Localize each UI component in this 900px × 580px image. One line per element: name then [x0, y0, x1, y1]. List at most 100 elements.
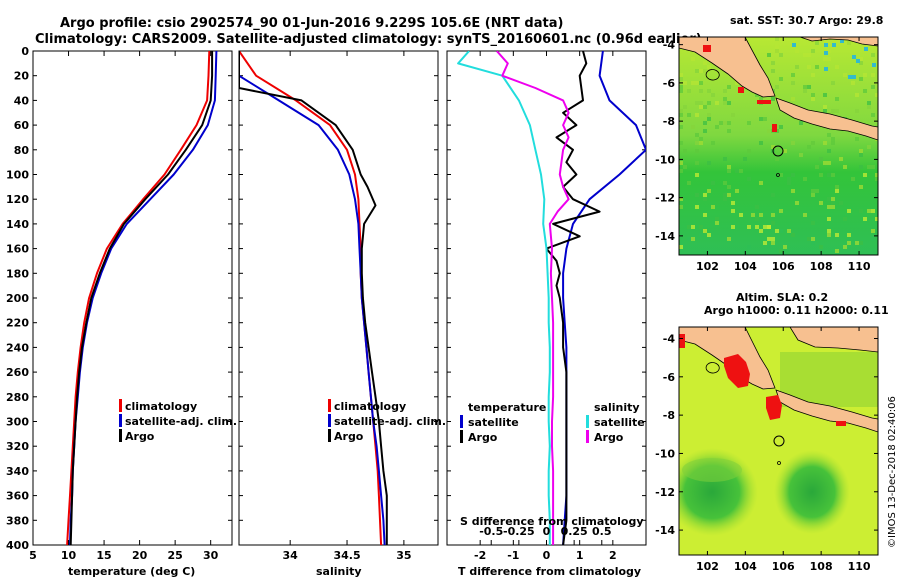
sst-pixel: [735, 189, 739, 193]
sst-pixel: [855, 109, 859, 113]
legend-climatology-label: climatology: [125, 400, 197, 413]
sst-pixel: [859, 153, 863, 157]
sst-pixel: [763, 117, 767, 121]
sla-high: [679, 334, 685, 348]
sst-pixel: [695, 205, 699, 209]
sst-pixel: [691, 125, 695, 129]
sst-pixel: [827, 41, 831, 45]
temperature-legend: climatology satellite-adj. clim. Argo: [119, 399, 237, 443]
sst-pixel: [779, 53, 783, 57]
sst-pixel: [711, 205, 715, 209]
borneo-land: [789, 327, 878, 353]
y-tick-label: 160: [6, 243, 29, 256]
sst-pixel: [847, 241, 851, 245]
x-tick-label: 20: [132, 549, 148, 562]
sst-pixel: [843, 217, 847, 221]
legend-argo-swatch: [328, 429, 331, 442]
sst-pixel: [723, 197, 727, 201]
sst-pixel: [807, 65, 811, 69]
sla-map-title: Altim. SLA: 0.2: [736, 291, 828, 304]
y-tick-label: 300: [6, 416, 29, 429]
sst-contour: [705, 69, 720, 81]
sst-pixel: [695, 193, 699, 197]
sst-hotspot: [738, 87, 744, 93]
map-y-label: -6: [663, 77, 676, 90]
sst-pixel: [871, 85, 875, 89]
map-y-label: -12: [655, 486, 675, 499]
legend-t-satellite-label: satellite: [468, 416, 519, 429]
sst-pixel: [827, 217, 831, 221]
map-x-label: 108: [810, 560, 833, 573]
map-y-label: -14: [655, 524, 675, 537]
sst-pixel: [863, 217, 867, 221]
argo-float-marker: [773, 435, 785, 447]
sst-pixel: [679, 245, 683, 249]
sst-pixel: [835, 233, 839, 237]
y-tick-label: 100: [6, 169, 29, 182]
sst-pixel: [847, 233, 851, 237]
sst-pixel: [731, 225, 735, 229]
sst-pixel: [727, 185, 731, 189]
legend-climatology-label: climatology: [334, 400, 406, 413]
sst-pixel: [699, 101, 703, 105]
series-line-argo: [69, 51, 214, 545]
sst-pixel: [723, 181, 727, 185]
sla-map-subtitle: Argo h1000: 0.11 h2000: 0.11: [704, 304, 889, 317]
title-line1: Argo profile: csio 2902574_90 01-Jun-201…: [60, 16, 563, 31]
sst-pixel: [811, 237, 815, 241]
sst-pixel: [875, 93, 878, 97]
sst-pixel: [831, 205, 835, 209]
y-tick-label: 220: [6, 317, 29, 330]
y-tick-label: 400: [6, 539, 29, 552]
sst-pixel: [715, 101, 719, 105]
sst-pixel: [767, 225, 771, 229]
sst-pixel: [683, 149, 687, 153]
sst-pixel: [699, 141, 703, 145]
timestamp: ©IMOS 13-Dec-2018 02:40:06: [887, 396, 898, 548]
sst-pixel: [707, 117, 711, 121]
sst-pixel: [791, 97, 795, 101]
sst-pixel: [815, 189, 819, 193]
temperature-xlabel: temperature (deg C): [68, 565, 195, 578]
temperature-lines: [66, 51, 218, 545]
sst-pixel: [835, 249, 839, 253]
sst-pixel: [695, 133, 699, 137]
sst-pixel: [695, 141, 699, 145]
sst-pixel: [827, 49, 831, 53]
legend-satellite-label: satellite-adj. clim.: [334, 415, 446, 428]
sla-map-axes: 102 104 106 108 110 -4 -6 -8 -10 -12 -14: [655, 327, 878, 573]
sst-pixel: [811, 93, 815, 97]
series-line-t-argo: [545, 51, 601, 545]
sst-pixel: [827, 229, 831, 233]
sst-pixel: [871, 209, 875, 213]
legend-climatology-swatch: [328, 399, 331, 412]
sla-anomaly: [682, 458, 742, 482]
legend-s-satellite-swatch: [586, 415, 589, 428]
map-y-label: -8: [663, 409, 675, 422]
legend-satellite-label: satellite-adj. clim.: [125, 415, 237, 428]
sst-pixel: [707, 189, 711, 193]
sst-pixel: [863, 89, 867, 93]
sst-pixel: [771, 213, 775, 217]
y-tick-label: 240: [6, 341, 29, 354]
y-tick-label: 260: [6, 366, 29, 379]
sst-pixel: [771, 69, 775, 73]
sst-pixel: [823, 57, 827, 61]
salinity-lines: [239, 51, 388, 545]
x-tick-label: 0: [543, 525, 551, 538]
sst-pixel: [832, 43, 836, 47]
sst-pixel: [867, 105, 871, 109]
sst-pixel: [791, 81, 795, 85]
sst-pixel: [707, 161, 711, 165]
sst-pixel: [803, 213, 807, 217]
sst-pixel: [839, 201, 843, 205]
sst-pixel: [771, 97, 775, 101]
sst-pixel: [811, 73, 815, 77]
sst-pixel: [859, 165, 863, 169]
sst-pixel: [819, 201, 823, 205]
sst-pixel: [723, 121, 727, 125]
sst-pixel: [871, 237, 875, 241]
sst-pixel: [863, 73, 867, 77]
sst-pixel: [703, 61, 707, 65]
sst-pixel: [759, 229, 763, 233]
